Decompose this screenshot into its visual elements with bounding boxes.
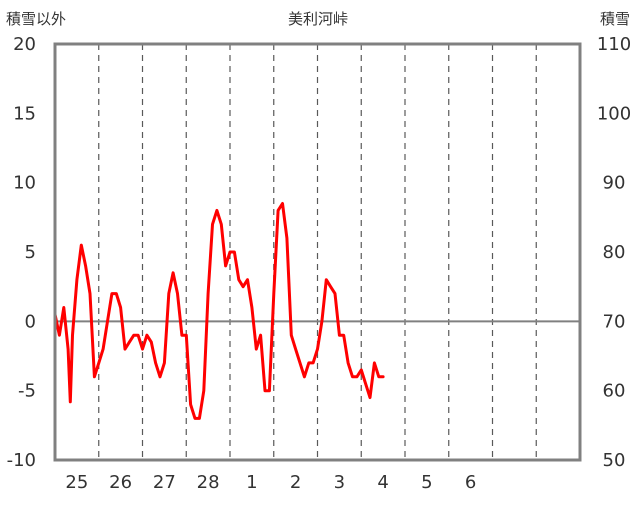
left-tick-label: 0 (25, 311, 36, 332)
x-tick-label: 1 (246, 472, 257, 493)
x-tick-label: 5 (421, 472, 432, 493)
x-tick-label: 4 (377, 472, 388, 493)
x-axis-ticks: 25 26 27 28 1 2 3 4 5 6 (65, 472, 476, 493)
right-tick-label: 60 (603, 381, 626, 402)
x-tick-label: 6 (465, 472, 476, 493)
plot-frame-rect (53, 42, 582, 462)
right-tick-label: 70 (603, 311, 626, 332)
x-tick-label: 26 (109, 472, 132, 493)
right-tick-label: 50 (603, 450, 626, 471)
left-tick-label: 15 (13, 103, 36, 124)
right-axis-ticks: 50 60 70 80 90 100 110 (597, 34, 631, 471)
right-tick-label: 80 (603, 242, 626, 263)
left-tick-label: 5 (25, 242, 36, 263)
right-tick-label: 100 (597, 103, 631, 124)
x-tick-label: 3 (334, 472, 345, 493)
x-tick-label: 2 (290, 472, 301, 493)
plot-frame (53, 42, 582, 462)
chart-title: 美利河峠 (288, 10, 348, 28)
right-tick-label: 90 (603, 173, 626, 194)
x-tick-label: 28 (197, 472, 220, 493)
x-tick-label: 27 (153, 472, 176, 493)
series-lines (53, 202, 385, 420)
left-tick-label: 10 (13, 173, 36, 194)
x-tick-label: 25 (65, 472, 88, 493)
right-axis-title: 積雪 (600, 10, 630, 28)
left-axis-title: 積雪以外 (6, 10, 66, 28)
left-tick-label: 20 (13, 34, 36, 55)
left-tick-label: -5 (18, 381, 36, 402)
series-line-red (53, 202, 385, 420)
grid-lines (55, 44, 580, 460)
left-tick-label: -10 (7, 450, 36, 471)
left-axis-ticks: -10 -5 0 5 10 15 20 (7, 34, 36, 471)
right-tick-label: 110 (597, 34, 631, 55)
